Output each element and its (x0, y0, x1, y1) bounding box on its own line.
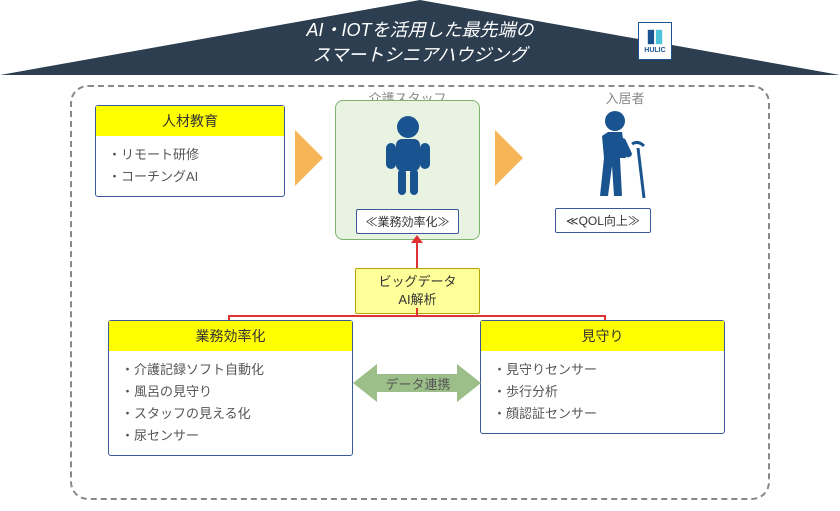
edu-header: 人材教育 (96, 106, 284, 136)
box-education: 人材教育 ・リモート研修 ・コーチングAI (95, 105, 285, 197)
eff-item: ・介護記録ソフト自動化 (121, 359, 340, 381)
resident-label: 入居者 (560, 88, 690, 107)
person-icon (378, 113, 438, 203)
resident-tag: ≪QOL向上≫ (555, 208, 651, 233)
roof-triangle: AI・IOTを活用した最先端の スマートシニアハウジング HULIC (0, 0, 840, 75)
roof-line1: AI・IOTを活用した最先端の (0, 18, 840, 43)
arrow-up-icon (411, 235, 423, 243)
mon-item: ・見守りセンサー (493, 359, 712, 381)
mon-item: ・歩行分析 (493, 381, 712, 403)
staff-panel: ≪業務効率化≫ (335, 100, 480, 240)
elderly-icon (575, 108, 675, 208)
eff-item: ・尿センサー (121, 425, 340, 447)
bigdata-line2: AI解析 (358, 291, 477, 309)
hulic-logo: HULIC (638, 22, 672, 60)
bigdata-line1: ビッグデータ (358, 273, 477, 291)
connector-line (416, 240, 418, 268)
chevron-icon (295, 130, 323, 186)
eff-item: ・スタッフの見える化 (121, 403, 340, 425)
connector-line (228, 315, 606, 317)
mon-header: 見守り (481, 321, 724, 351)
box-efficiency: 業務効率化 ・介護記録ソフト自動化 ・風呂の見守り ・スタッフの見える化 ・尿セ… (108, 320, 353, 456)
edu-item: ・リモート研修 (108, 144, 272, 166)
eff-header: 業務効率化 (109, 321, 352, 351)
edu-item: ・コーチングAI (108, 166, 272, 188)
staff-tag: ≪業務効率化≫ (356, 209, 458, 234)
box-monitoring: 見守り ・見守りセンサー ・歩行分析 ・顔認証センサー (480, 320, 725, 434)
logo-text: HULIC (644, 47, 665, 54)
roof-title: AI・IOTを活用した最先端の スマートシニアハウジング (0, 18, 840, 68)
eff-item: ・風呂の見守り (121, 381, 340, 403)
mon-item: ・顔認証センサー (493, 403, 712, 425)
chevron-icon (495, 130, 523, 186)
roof-line2: スマートシニアハウジング (0, 43, 840, 68)
data-link-label: データ連携 (378, 374, 458, 393)
